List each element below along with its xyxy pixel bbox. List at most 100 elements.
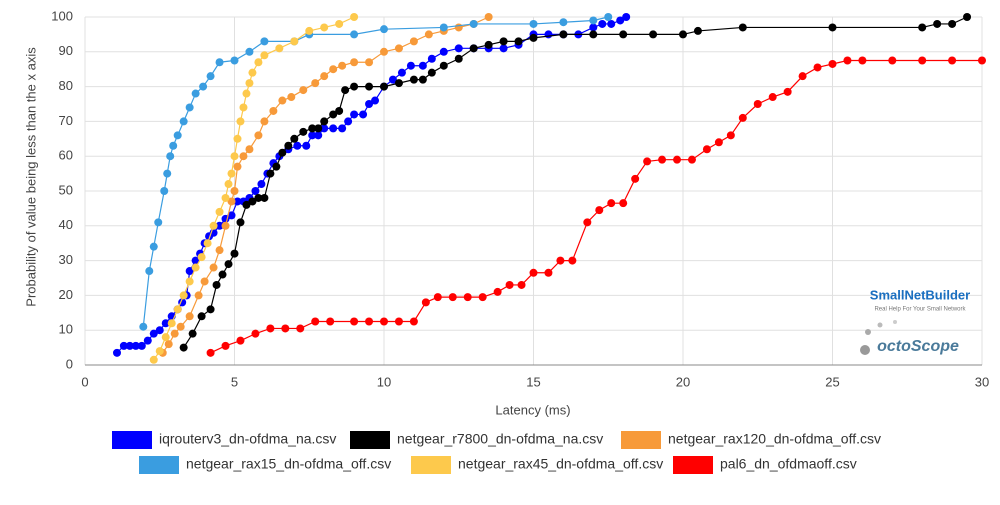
logo-dot	[893, 320, 897, 324]
point	[305, 26, 314, 35]
point	[798, 72, 807, 81]
series	[149, 13, 359, 364]
point	[326, 317, 335, 326]
legend-swatch	[621, 431, 661, 449]
point	[439, 61, 448, 70]
point	[394, 44, 403, 53]
point	[622, 13, 631, 21]
y-tick-label: 20	[59, 287, 73, 302]
point	[544, 268, 553, 277]
legend-label: netgear_rax45_dn-ofdma_off.csv	[458, 456, 663, 472]
point	[278, 96, 287, 105]
point	[215, 246, 224, 255]
point	[350, 30, 359, 39]
point	[194, 291, 203, 300]
logo-dot	[877, 322, 883, 328]
point	[484, 13, 493, 21]
y-tick-label: 50	[59, 182, 73, 197]
y-axis-title: Probability of value being less than the…	[23, 47, 38, 307]
legend-label: netgear_r7800_dn-ofdma_na.csv	[397, 431, 603, 447]
legend-swatch	[112, 431, 152, 449]
point	[236, 336, 245, 345]
point	[260, 37, 269, 46]
x-tick-label: 10	[377, 374, 391, 389]
point	[418, 75, 427, 84]
point	[149, 329, 158, 338]
point	[245, 145, 254, 154]
point	[726, 131, 735, 140]
point	[197, 312, 206, 321]
point	[112, 348, 121, 357]
point	[311, 317, 320, 326]
point	[828, 59, 837, 68]
point	[221, 193, 230, 202]
point	[185, 267, 194, 276]
point	[314, 131, 323, 140]
point	[433, 293, 442, 302]
point	[173, 131, 182, 140]
point	[918, 56, 927, 65]
point	[329, 65, 338, 74]
point	[350, 110, 359, 119]
point	[544, 30, 553, 39]
series	[139, 13, 613, 331]
point	[224, 180, 233, 189]
point	[245, 79, 254, 88]
logo-text: octoScope	[877, 338, 959, 355]
point	[221, 221, 230, 230]
point	[203, 239, 212, 248]
point	[230, 56, 239, 65]
point	[209, 221, 218, 230]
point	[397, 68, 406, 77]
point	[341, 86, 350, 95]
point	[218, 270, 227, 279]
point	[394, 317, 403, 326]
point	[783, 87, 792, 96]
point	[284, 141, 293, 150]
point	[350, 317, 359, 326]
point	[380, 317, 388, 326]
x-tick-label: 0	[81, 374, 88, 389]
line	[162, 16, 489, 354]
y-tick-label: 90	[59, 43, 73, 58]
point	[137, 341, 146, 350]
point	[427, 54, 436, 63]
point	[311, 79, 320, 88]
y-tick-label: 40	[59, 217, 73, 232]
x-axis-title: Latency (ms)	[495, 402, 570, 417]
line	[142, 16, 609, 327]
point	[702, 145, 711, 154]
legend-label: pal6_dn_ofdmaoff.csv	[720, 456, 857, 472]
point	[607, 199, 616, 208]
point	[299, 86, 308, 95]
point	[738, 23, 747, 32]
point	[185, 312, 194, 321]
point	[299, 127, 308, 136]
point	[245, 47, 254, 56]
point	[233, 134, 242, 143]
point	[556, 256, 565, 265]
point	[589, 16, 598, 25]
point	[380, 82, 388, 91]
point	[260, 51, 269, 60]
legend-label: iqrouterv3_dn-ofdma_na.csv	[159, 431, 336, 447]
point	[514, 37, 523, 46]
point	[173, 305, 182, 314]
point	[619, 199, 628, 208]
point	[493, 287, 502, 296]
logo-tagline: Real Help For Your Small Network	[874, 307, 966, 313]
point	[409, 75, 418, 84]
point	[607, 19, 616, 28]
point	[272, 162, 281, 171]
logo: SmallNetBuilder Real Help For Your Small…	[860, 287, 970, 355]
point	[813, 63, 822, 72]
point	[463, 293, 472, 302]
point	[365, 82, 374, 91]
point	[406, 61, 415, 70]
point	[454, 23, 463, 32]
point	[155, 326, 164, 335]
point	[254, 193, 263, 202]
point	[227, 169, 236, 178]
point	[296, 324, 305, 333]
